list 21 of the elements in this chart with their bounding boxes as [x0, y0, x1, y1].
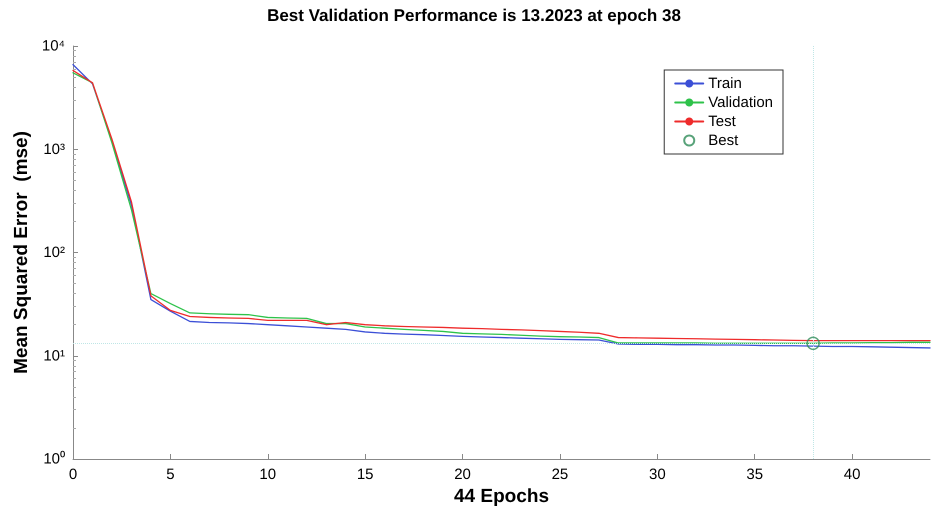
x-tick-label: 30: [648, 466, 666, 483]
x-tick-label: 35: [746, 466, 764, 483]
legend-label: Test: [708, 113, 737, 130]
x-tick-label: 20: [454, 466, 471, 483]
y-tick-label: 10⁰: [43, 450, 65, 468]
y-axis-title: Mean Squared Error (mse): [10, 131, 32, 374]
y-tick-label: 10³: [43, 140, 65, 158]
x-tick-label: 5: [166, 466, 175, 483]
x-tick-label: 0: [68, 466, 78, 483]
y-tick-label: 10¹: [43, 347, 65, 364]
legend-label: Validation: [708, 94, 774, 111]
chart-title: Best Validation Performance is 13.2023 at epoch 38: [267, 6, 681, 25]
y-tick-label: 10⁴: [42, 38, 65, 54]
x-tick-label: 15: [356, 466, 374, 483]
y-tick-label: 10²: [43, 244, 65, 261]
x-tick-label: 25: [552, 466, 568, 483]
legend-label: Best: [708, 132, 740, 149]
x-axis-title: 44 Epochs: [454, 486, 550, 507]
legend-label: Train: [708, 75, 742, 92]
x-tick-label: 10: [259, 466, 276, 483]
x-tick-label: 40: [844, 466, 860, 483]
